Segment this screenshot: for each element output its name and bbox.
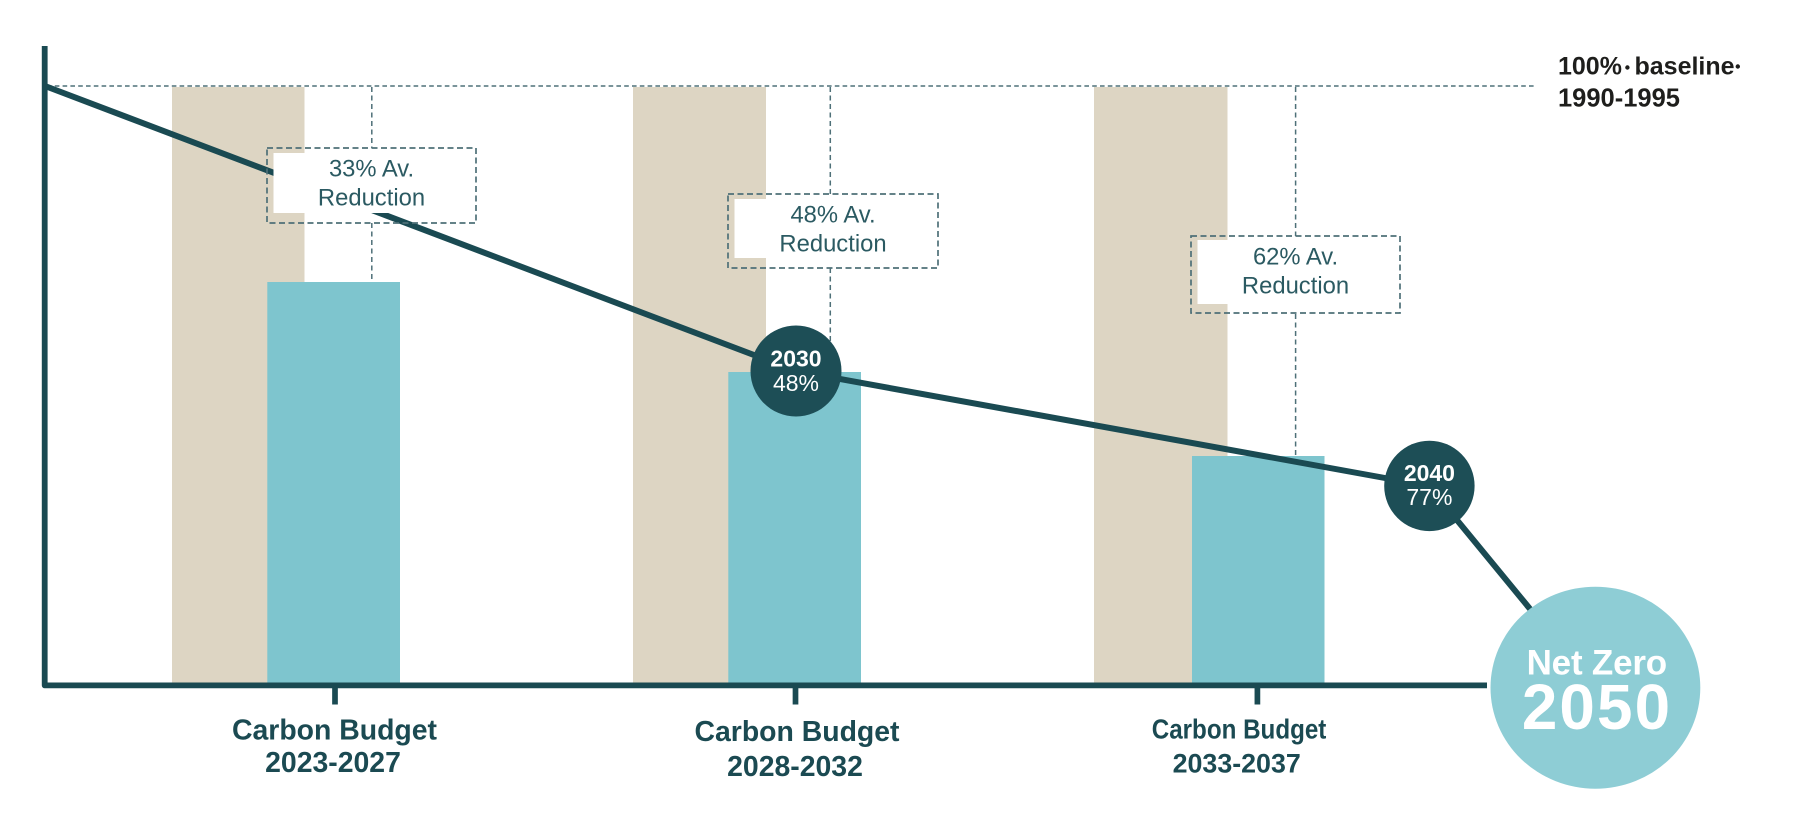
svg-text:2030: 2030 xyxy=(770,345,821,371)
svg-text:Carbon Budget: Carbon Budget xyxy=(232,714,438,746)
svg-text:Reduction: Reduction xyxy=(779,230,886,257)
svg-text:2028-2032: 2028-2032 xyxy=(727,751,863,783)
svg-text:77%: 77% xyxy=(1406,484,1452,510)
svg-text:2050: 2050 xyxy=(1522,671,1672,743)
svg-text:baseline: baseline xyxy=(1635,53,1735,81)
svg-text:Carbon Budget: Carbon Budget xyxy=(694,716,900,748)
svg-text:2040: 2040 xyxy=(1404,460,1455,486)
svg-text:Reduction: Reduction xyxy=(1242,272,1349,299)
svg-text:Reduction: Reduction xyxy=(318,184,425,211)
svg-text:48%: 48% xyxy=(773,370,819,396)
svg-text:33% Av.: 33% Av. xyxy=(329,155,414,182)
svg-text:48% Av.: 48% Av. xyxy=(790,201,875,228)
svg-text:1990-1995: 1990-1995 xyxy=(1558,85,1680,113)
svg-text:Carbon Budget: Carbon Budget xyxy=(1152,713,1327,745)
svg-text:Net Zero: Net Zero xyxy=(1527,643,1667,682)
svg-text:2033-2037: 2033-2037 xyxy=(1173,748,1301,778)
svg-text:100%: 100% xyxy=(1558,53,1622,81)
svg-text:62% Av.: 62% Av. xyxy=(1253,243,1338,270)
svg-text:2023-2027: 2023-2027 xyxy=(265,747,401,779)
